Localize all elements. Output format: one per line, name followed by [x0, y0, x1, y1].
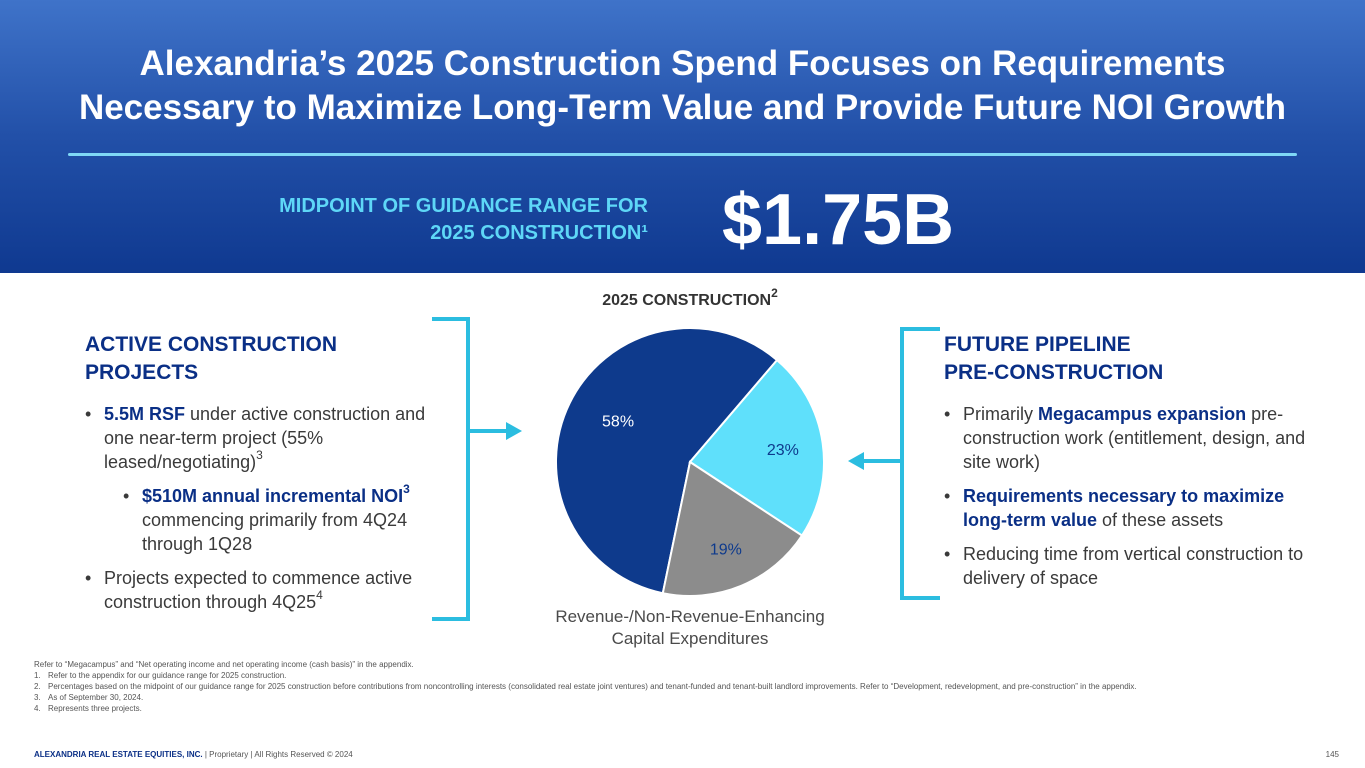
- pie-chart: 58% 23% 19%: [555, 327, 825, 597]
- footnote-3-text: As of September 30, 2024.: [48, 693, 144, 702]
- bullet-active-commence: Projects expected to commence active con…: [85, 566, 445, 614]
- bullet-future-requirements-text: of these assets: [1097, 510, 1224, 530]
- chart-title-text: 2025 CONSTRUCTION: [602, 292, 772, 309]
- future-pipeline-title-line-1: FUTURE PIPELINE: [944, 333, 1131, 356]
- footnote-3-num: 3.: [34, 693, 41, 702]
- bullet-future-megacampus: Primarily Megacampus expansion pre-const…: [944, 402, 1314, 474]
- active-construction-bullets: 5.5M RSF under active construction and o…: [85, 402, 445, 624]
- footnote-2-text: Percentages based on the midpoint of our…: [48, 682, 1137, 691]
- left-bracket-arrow: [432, 317, 522, 621]
- pie-slice-active-construction: [555, 327, 779, 595]
- footnote-4-num: 4.: [34, 704, 41, 713]
- bullet-active-noi-text: commencing primarily from 4Q24 through 1…: [142, 510, 408, 554]
- chart-caption: Revenue-/Non-Revenue-Enhancing Capital E…: [520, 606, 860, 650]
- active-construction-title-line-1: ACTIVE CONSTRUCTION: [85, 333, 337, 356]
- chart-caption-line-2: Capital Expenditures: [611, 629, 769, 648]
- title-line-2: Necessary to Maximize Long-Term Value an…: [78, 88, 1287, 127]
- pie-slice-future-pipeline: [688, 358, 825, 537]
- footer: ALEXANDRIA REAL ESTATE EQUITIES, INC. | …: [34, 749, 353, 760]
- title-divider: [68, 153, 1297, 156]
- footer-company: ALEXANDRIA REAL ESTATE EQUITIES, INC.: [34, 750, 203, 759]
- footnote-1-text: Refer to the appendix for our guidance r…: [48, 671, 287, 680]
- bullet-active-commence-text: Projects expected to commence active con…: [104, 568, 413, 612]
- page-title: Alexandria’s 2025 Construction Spend Foc…: [0, 42, 1365, 130]
- pie-label-future-pipeline: 23%: [767, 442, 799, 459]
- left-arrow-head: [506, 422, 522, 440]
- future-pipeline-title: FUTURE PIPELINE PRE-CONSTRUCTION: [944, 331, 1163, 387]
- bullet-active-commence-footnote: 4: [316, 588, 323, 602]
- bullet-future-reducing: Reducing time from vertical construction…: [944, 542, 1314, 590]
- guidance-value: $1.75B: [722, 180, 955, 260]
- bullet-active-rsf: 5.5M RSF under active construction and o…: [85, 402, 445, 474]
- footnote-4-text: Represents three projects.: [48, 704, 142, 713]
- chart-caption-line-1: Revenue-/Non-Revenue-Enhancing: [555, 607, 825, 626]
- right-bracket-line: [900, 327, 940, 600]
- bullet-future-megacampus-highlight: Megacampus expansion: [1038, 404, 1247, 424]
- footnote-intro: Refer to “Megacampus” and “Net operating…: [34, 660, 414, 669]
- bullet-active-noi: $510M annual incremental NOI3 commencing…: [123, 482, 445, 556]
- chart-title: 2025 CONSTRUCTION2: [540, 287, 840, 312]
- footnote-2: 2. Percentages based on the midpoint of o…: [34, 681, 1334, 692]
- bullet-future-megacampus-pre: Primarily: [963, 404, 1038, 424]
- footnote-3: 3. As of September 30, 2024.: [34, 692, 1334, 703]
- footnote-2-num: 2.: [34, 682, 41, 691]
- bullet-active-rsf-footnote: 3: [256, 448, 263, 462]
- pie-label-capex: 19%: [710, 542, 742, 559]
- right-arrow-head: [848, 452, 864, 470]
- footnotes: Refer to “Megacampus” and “Net operating…: [34, 659, 1334, 714]
- pie-label-active-construction: 58%: [602, 413, 634, 430]
- bullet-active-rsf-text: under active construction and one near-t…: [104, 404, 426, 472]
- title-line-1: Alexandria’s 2025 Construction Spend Foc…: [139, 44, 1226, 83]
- guidance-label: MIDPOINT OF GUIDANCE RANGE FOR 2025 CONS…: [180, 193, 648, 247]
- page-number: 145: [1325, 750, 1339, 759]
- bullet-future-reducing-text: Reducing time from vertical construction…: [963, 544, 1304, 588]
- bullet-future-requirements: Requirements necessary to maximize long-…: [944, 484, 1314, 532]
- header-banner: Alexandria’s 2025 Construction Spend Foc…: [0, 0, 1365, 273]
- bullet-future-megacampus-text: pre-construction work (entitlement, desi…: [963, 404, 1306, 472]
- bullet-active-noi-footnote: 3: [403, 482, 410, 496]
- guidance-label-line-1: MIDPOINT OF GUIDANCE RANGE FOR: [279, 195, 648, 217]
- active-construction-title: ACTIVE CONSTRUCTION PROJECTS: [85, 331, 337, 387]
- future-pipeline-bullets: Primarily Megacampus expansion pre-const…: [944, 402, 1314, 600]
- active-construction-title-line-2: PROJECTS: [85, 361, 199, 384]
- bullet-active-rsf-highlight: 5.5M RSF: [104, 404, 186, 424]
- bullet-active-noi-highlight: $510M annual incremental NOI: [142, 486, 404, 506]
- chart-title-footnote: 2: [771, 285, 778, 300]
- guidance-label-line-2: 2025 CONSTRUCTION¹: [430, 222, 648, 244]
- left-bracket-line: [432, 317, 470, 621]
- footer-rights: | Proprietary | All Rights Reserved © 20…: [202, 750, 353, 759]
- footnote-4: 4. Represents three projects.: [34, 703, 1334, 714]
- footnote-1-num: 1.: [34, 671, 41, 680]
- right-bracket-arrow: [848, 327, 940, 600]
- bullet-future-requirements-highlight: Requirements necessary to maximize long-…: [963, 486, 1285, 530]
- pie-slice-capex: [661, 460, 804, 597]
- footnote-1: 1. Refer to the appendix for our guidance…: [34, 670, 1334, 681]
- future-pipeline-title-line-2: PRE-CONSTRUCTION: [944, 361, 1164, 384]
